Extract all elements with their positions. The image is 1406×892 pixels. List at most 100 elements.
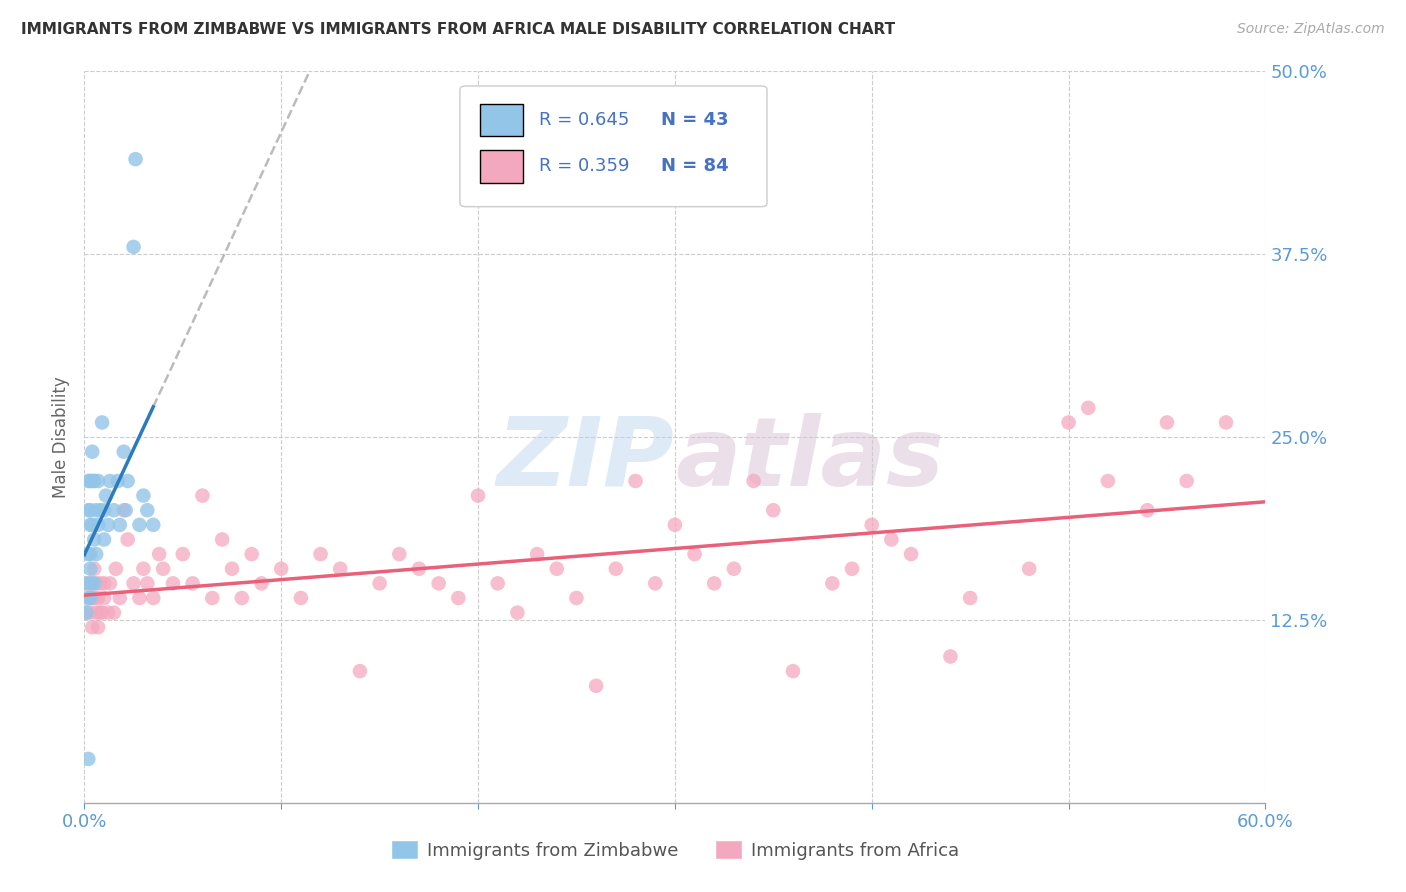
Point [152, 562, 174, 576]
Point [1077, 401, 1099, 415]
FancyBboxPatch shape [479, 103, 523, 136]
Text: atlas: atlas [675, 412, 943, 506]
Point [107, 474, 129, 488]
Text: ZIP: ZIP [496, 412, 675, 506]
Point [93, 576, 115, 591]
Point [77, 752, 100, 766]
Point [142, 517, 165, 532]
Point [142, 591, 165, 605]
FancyBboxPatch shape [479, 151, 523, 183]
Point [114, 503, 136, 517]
Point [79, 517, 101, 532]
Point [94, 489, 117, 503]
Point [162, 576, 184, 591]
Point [1215, 416, 1237, 430]
Point [79, 547, 101, 561]
Point [82, 444, 104, 458]
Point [309, 547, 332, 561]
Point [93, 533, 115, 547]
Point [841, 562, 863, 576]
Point [84, 547, 107, 561]
Point [349, 664, 371, 678]
Point [742, 474, 765, 488]
Point [427, 576, 450, 591]
Point [880, 533, 903, 547]
Point [1018, 562, 1040, 576]
Point [546, 562, 568, 576]
Point [172, 547, 194, 561]
Point [77, 576, 100, 591]
Point [136, 576, 159, 591]
Point [84, 576, 107, 591]
Point [79, 562, 101, 576]
Point [132, 562, 155, 576]
Point [181, 576, 204, 591]
Point [89, 606, 111, 620]
Point [664, 517, 686, 532]
Point [240, 547, 263, 561]
Point [117, 474, 139, 488]
Point [1156, 416, 1178, 430]
Point [1097, 474, 1119, 488]
Point [1175, 474, 1198, 488]
Point [89, 503, 111, 517]
Point [703, 576, 725, 591]
Point [77, 591, 100, 605]
Text: N = 43: N = 43 [661, 111, 728, 128]
Point [723, 562, 745, 576]
Point [91, 606, 114, 620]
Point [97, 606, 120, 620]
Point [98, 474, 121, 488]
Point [329, 562, 352, 576]
Point [75, 606, 97, 620]
Point [624, 474, 647, 488]
Point [211, 533, 233, 547]
Point [79, 474, 101, 488]
Point [98, 576, 121, 591]
Point [75, 576, 97, 591]
Point [82, 576, 104, 591]
Point [128, 517, 150, 532]
Text: N = 84: N = 84 [661, 158, 728, 176]
Point [1057, 416, 1080, 430]
Point [221, 562, 243, 576]
Point [112, 503, 135, 517]
Point [97, 517, 120, 532]
Point [79, 503, 101, 517]
Point [82, 620, 104, 634]
Point [82, 474, 104, 488]
Point [84, 503, 107, 517]
Point [77, 591, 100, 605]
Point [408, 562, 430, 576]
Point [77, 503, 100, 517]
Point [191, 489, 214, 503]
Legend: Immigrants from Zimbabwe, Immigrants from Africa: Immigrants from Zimbabwe, Immigrants fro… [384, 833, 966, 867]
Point [79, 591, 101, 605]
Point [87, 591, 110, 605]
Point [939, 649, 962, 664]
Point [83, 562, 105, 576]
Point [250, 576, 273, 591]
Point [112, 444, 135, 458]
Point [83, 591, 105, 605]
Point [93, 503, 115, 517]
Point [368, 576, 391, 591]
Point [77, 547, 100, 561]
Point [128, 591, 150, 605]
Point [605, 562, 627, 576]
Point [83, 533, 105, 547]
Point [87, 620, 110, 634]
Point [93, 591, 115, 605]
Point [782, 664, 804, 678]
Point [104, 562, 127, 576]
Point [79, 606, 101, 620]
Point [959, 591, 981, 605]
Point [585, 679, 607, 693]
Point [270, 562, 292, 576]
Text: Source: ZipAtlas.com: Source: ZipAtlas.com [1237, 22, 1385, 37]
Point [103, 503, 125, 517]
Point [79, 576, 101, 591]
Point [860, 517, 883, 532]
Point [467, 489, 489, 503]
Point [565, 591, 588, 605]
